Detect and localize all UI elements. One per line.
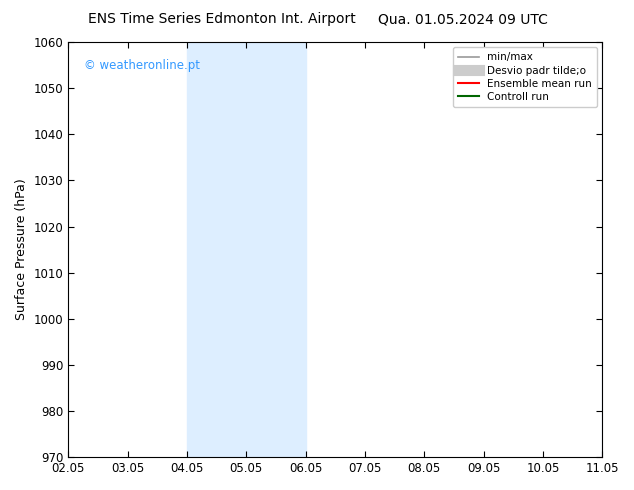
Text: © weatheronline.pt: © weatheronline.pt [84, 59, 200, 72]
Bar [187, 42, 306, 457]
Bar [602, 42, 634, 457]
Text: Qua. 01.05.2024 09 UTC: Qua. 01.05.2024 09 UTC [378, 12, 548, 26]
Y-axis label: Surface Pressure (hPa): Surface Pressure (hPa) [15, 179, 28, 320]
Legend: min/max, Desvio padr tilde;o, Ensemble mean run, Controll run: min/max, Desvio padr tilde;o, Ensemble m… [453, 47, 597, 107]
Text: ENS Time Series Edmonton Int. Airport: ENS Time Series Edmonton Int. Airport [88, 12, 356, 26]
